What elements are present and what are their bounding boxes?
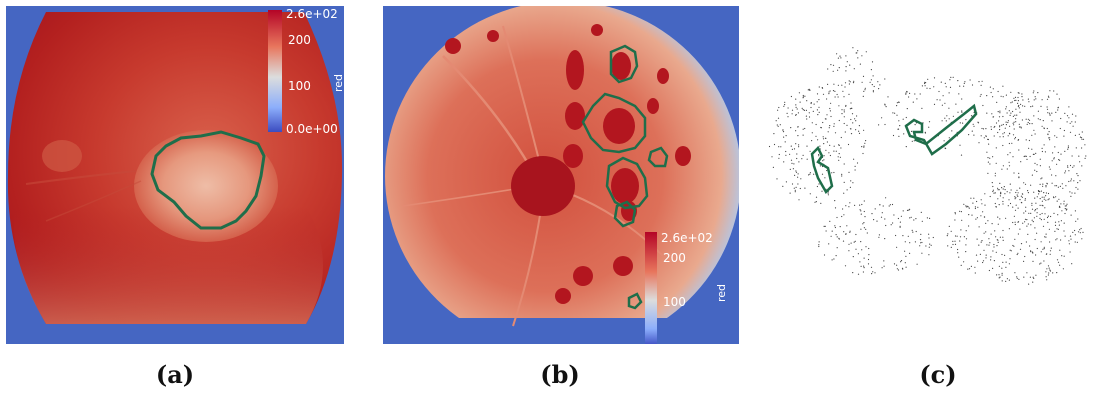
colorbar-b-title: red bbox=[715, 284, 728, 302]
colorbar-b-100: 100 bbox=[663, 295, 686, 309]
lesion-contour bbox=[150, 130, 266, 230]
colorbar-b-200: 200 bbox=[663, 251, 686, 265]
colorbar-a-100: 100 bbox=[288, 79, 311, 93]
colorbar-a-max: 2.6e+02 bbox=[286, 7, 338, 21]
colorbar-a-200: 200 bbox=[288, 33, 311, 47]
colorbar-a-min: 0.0e+00 bbox=[286, 122, 338, 136]
colorbar-a-title: red bbox=[332, 74, 344, 92]
panel-a: 2.6e+02 200 100 0.0e+00 red bbox=[6, 6, 344, 344]
lesion-contours-c bbox=[810, 103, 978, 195]
colorbar-b-max: 2.6e+02 bbox=[661, 231, 713, 245]
caption-b: (b) bbox=[540, 360, 580, 389]
lesion-contours-b bbox=[581, 44, 669, 310]
panel-b: 2.6e+02 200 100 red bbox=[383, 6, 739, 344]
panel-a-image: 2.6e+02 200 100 0.0e+00 red bbox=[6, 6, 344, 344]
panel-c bbox=[756, 36, 1100, 316]
panel-c-point-cloud bbox=[768, 47, 1087, 285]
panel-b-image: 2.6e+02 200 100 red bbox=[383, 6, 739, 344]
caption-a: (a) bbox=[155, 360, 195, 389]
colorbar-b bbox=[645, 232, 657, 344]
colorbar-a bbox=[268, 10, 282, 132]
caption-c: (c) bbox=[919, 360, 957, 389]
